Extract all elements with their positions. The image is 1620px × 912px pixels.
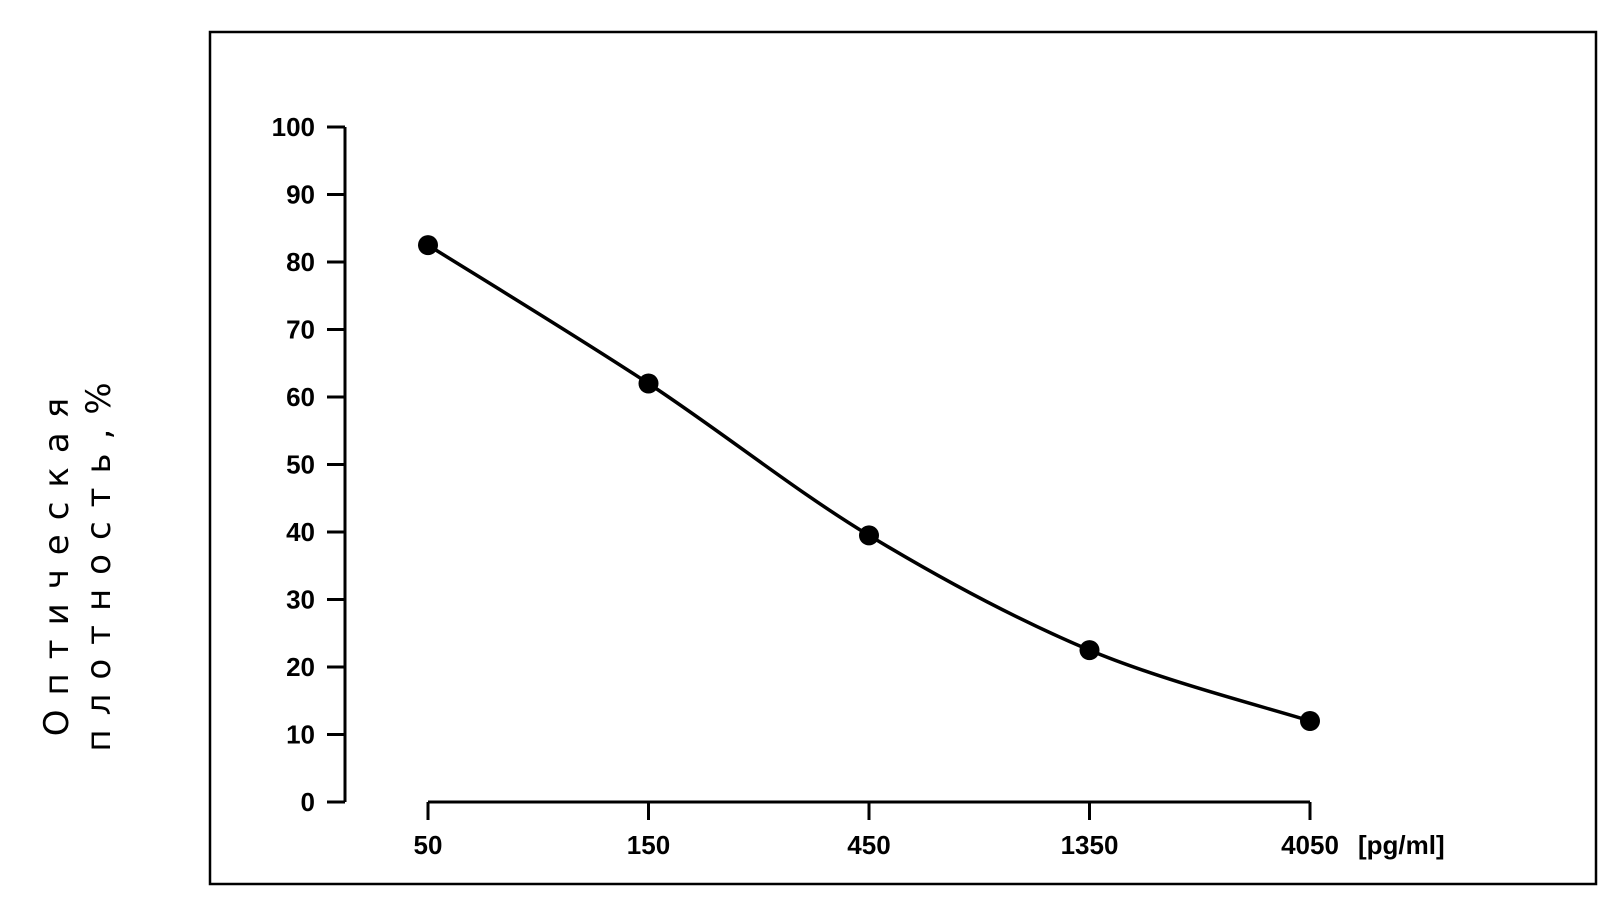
data-point <box>1079 640 1100 661</box>
y-ticks: 0 10 20 30 40 50 60 70 80 90 100 <box>272 112 345 817</box>
y-tick-label: 0 <box>301 787 315 817</box>
y-axis-label: Оптическая плотность,% <box>37 368 119 751</box>
x-tick-label: 1350 <box>1061 830 1119 860</box>
x-tick-label: 50 <box>414 830 443 860</box>
y-tick-label: 40 <box>286 517 315 547</box>
data-points <box>418 235 1320 731</box>
y-tick-label: 30 <box>286 585 315 615</box>
y-tick-label: 100 <box>272 112 315 142</box>
chart-frame <box>208 30 1598 886</box>
x-tick-label: 150 <box>627 830 670 860</box>
x-tick-label: 4050 <box>1281 830 1339 860</box>
y-tick-label: 10 <box>286 720 315 750</box>
series-line <box>427 243 1311 723</box>
y-tick-label: 60 <box>286 382 315 412</box>
y-tick-label: 50 <box>286 450 315 480</box>
y-tick-label: 70 <box>286 315 315 345</box>
y-tick-label: 90 <box>286 180 315 210</box>
x-ticks: 50 150 450 1350 4050 <box>414 802 1339 860</box>
y-axis-label-line-2: плотность,% <box>79 368 119 751</box>
data-point <box>418 235 438 256</box>
data-point <box>859 525 879 546</box>
y-tick-label: 80 <box>286 247 315 277</box>
data-point <box>1300 711 1320 731</box>
data-point <box>638 373 659 394</box>
x-tick-label: 450 <box>847 830 890 860</box>
x-axis-unit-label: [pg/ml] <box>1358 830 1445 860</box>
y-tick-label: 20 <box>286 652 315 682</box>
y-axis-label-line-1: Оптическая <box>37 384 77 736</box>
